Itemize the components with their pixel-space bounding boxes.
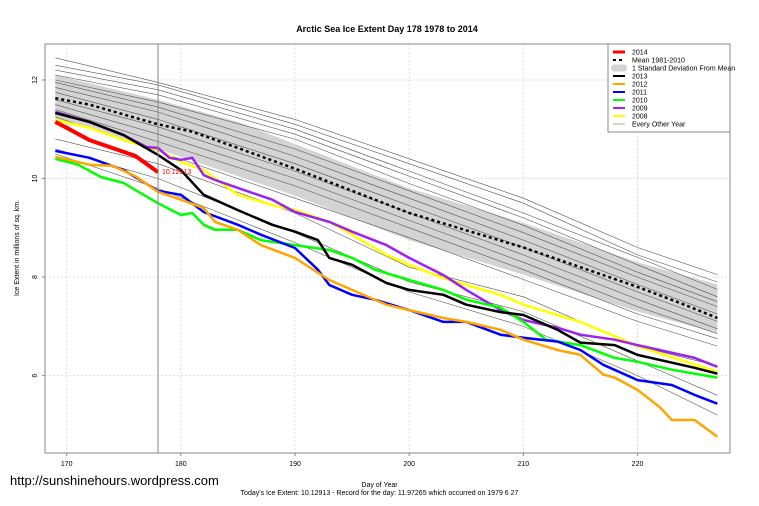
legend-box	[607, 43, 731, 133]
x-axis-ticks: 170 180 190 200 210 220	[61, 453, 644, 468]
legend-label: Every Other Year	[632, 122, 686, 129]
legend-label: 2014	[632, 50, 648, 57]
other-year-line	[55, 116, 718, 347]
legend-label: 2012	[632, 82, 648, 89]
series-line-2009	[54, 110, 718, 368]
legend-label: 2011	[632, 90, 647, 97]
y-axis-ticks: 6 8 10 12	[32, 76, 45, 378]
y-tick-label: 10	[32, 175, 39, 183]
website-url: http://sunshinehours.wordpress.com	[10, 473, 219, 488]
current-value-label: 10.12913	[162, 169, 191, 176]
chart-title: Arctic Sea Ice Extent Day 178 1978 to 20…	[296, 24, 478, 34]
series-line-2010	[54, 157, 718, 379]
legend-label: 2013	[632, 74, 648, 81]
series-line-2013	[54, 111, 718, 375]
y-axis-label: Ice Extent in millions of sq. km.	[14, 200, 21, 296]
series-line-2014	[54, 120, 160, 174]
x-tick-label: 210	[518, 461, 530, 468]
x-tick-label: 170	[61, 461, 73, 468]
legend-label: 1 Standard Deviation From Mean	[632, 66, 735, 73]
legend-swatch-band	[611, 64, 627, 72]
x-tick-label: 220	[632, 461, 644, 468]
y-tick-label: 8	[32, 275, 39, 279]
legend-label: Mean 1981-2010	[632, 58, 685, 65]
x-tick-label: 190	[289, 461, 301, 468]
x-tick-label: 200	[403, 461, 415, 468]
x-axis-label: Day of Year	[361, 482, 398, 489]
y-tick-label: 12	[32, 76, 39, 84]
legend-label: 2008	[632, 114, 648, 121]
plot-frame	[44, 43, 731, 454]
chart-subtitle: Today's Ice Extent: 10.12913 - Record fo…	[240, 490, 519, 497]
legend-label: 2009	[632, 106, 648, 113]
y-tick-label: 6	[32, 374, 39, 378]
x-tick-label: 180	[175, 461, 187, 468]
other-year-line	[55, 138, 718, 367]
year-series-lines	[54, 110, 719, 438]
series-line-2012	[55, 155, 719, 438]
legend-label: 2010	[632, 98, 648, 105]
